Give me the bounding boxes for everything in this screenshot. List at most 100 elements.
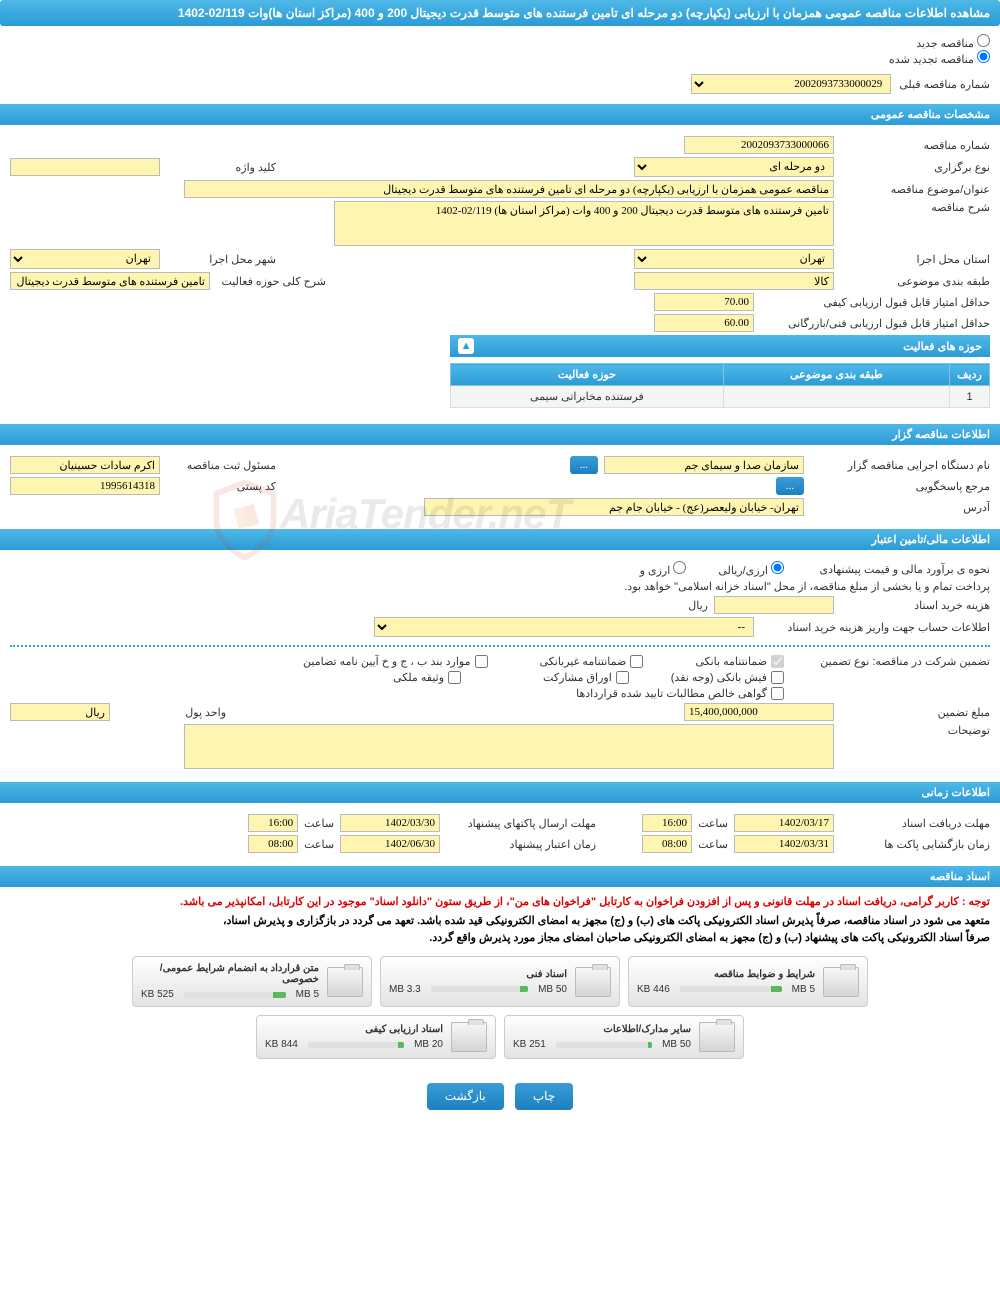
folder-icon (327, 967, 363, 997)
radio-new-tender[interactable]: مناقصه جدید (916, 38, 990, 50)
address-field[interactable] (424, 498, 804, 516)
file-capacity: 20 MB (414, 1039, 443, 1050)
postal-field[interactable] (10, 477, 160, 495)
chk-bank-guarantee[interactable]: ضمانتنامه بانکی (695, 655, 784, 668)
currency-field[interactable] (10, 703, 110, 721)
buy-cost-field[interactable] (714, 596, 834, 614)
radio-currency[interactable]: ارزی و (640, 561, 687, 577)
province-select[interactable]: تهران (634, 249, 834, 269)
file-title: سایر مدارک/اطلاعات (513, 1024, 691, 1035)
file-capacity: 5 MB (296, 989, 319, 1000)
file-card[interactable]: اسناد ارزیابی کیفی 20 MB 844 KB (256, 1015, 496, 1059)
activity-desc-field[interactable] (10, 272, 210, 290)
back-button[interactable]: بازگشت (427, 1083, 504, 1110)
radio-new-label: مناقصه جدید (916, 38, 974, 50)
file-progress-bar (556, 1042, 652, 1048)
proposal-send-label: مهلت ارسال پاکتهای پیشنهاد (446, 817, 596, 830)
class-label: طبقه بندی موضوعی (840, 275, 990, 288)
proposal-send-date[interactable] (340, 814, 440, 832)
collapse-button[interactable]: ▲ (458, 338, 474, 354)
hour-label-1: ساعت (698, 817, 728, 830)
col-class: طبقه بندی موضوعی (723, 364, 949, 386)
prev-tender-select[interactable]: 2002093733000029 (691, 74, 891, 94)
file-size: 3.3 MB (389, 984, 421, 995)
section-financial: اطلاعات مالی/تامین اعتبار (0, 529, 1000, 550)
file-grid: شرایط و ضوابط مناقصه 5 MB 446 KB اسناد ف… (0, 946, 1000, 1069)
tender-no-field[interactable] (684, 136, 834, 154)
guarantee-amount-field[interactable] (684, 703, 834, 721)
table-row: 1 فرستنده مخابراتی سیمی (451, 386, 990, 408)
envelope-open-label: زمان بازگشایی پاکت ها (840, 838, 990, 851)
section-general: مشخصات مناقصه عمومی (0, 104, 1000, 125)
radio-rial[interactable]: ارزی/ریالی (718, 561, 784, 577)
notes-field[interactable] (184, 724, 834, 769)
ref-lookup-button[interactable]: ... (776, 477, 804, 495)
city-select[interactable]: تهران (10, 249, 160, 269)
chk-cash[interactable]: فیش بانکی (وجه نقد) (671, 671, 784, 684)
envelope-open-date[interactable] (734, 835, 834, 853)
doc-receive-time[interactable] (642, 814, 692, 832)
envelope-open-time[interactable] (642, 835, 692, 853)
chk-nonbank-guarantee[interactable]: ضمانتنامه غیربانکی (540, 655, 644, 668)
desc-field[interactable]: تامین فرستنده های متوسط قدرت دیجیتال 200… (334, 201, 834, 246)
account-label: اطلاعات حساب جهت واریز هزینه خرید اسناد (760, 621, 990, 634)
file-card[interactable]: اسناد فنی 50 MB 3.3 MB (380, 956, 620, 1007)
guarantee-label: تضمین شرکت در مناقصه: نوع تضمین (790, 655, 990, 668)
file-card[interactable]: سایر مدارک/اطلاعات 50 MB 251 KB (504, 1015, 744, 1059)
chk-property[interactable]: وثیقه ملکی (393, 671, 461, 684)
file-size: 844 KB (265, 1039, 298, 1050)
folder-icon (451, 1022, 487, 1052)
chk-items[interactable]: موارد بند ب ، ج و خ آیین نامه تضامین (303, 655, 487, 668)
hour-label-4: ساعت (304, 838, 334, 851)
org-lookup-button[interactable]: ... (570, 456, 598, 474)
subject-field[interactable] (184, 180, 834, 198)
section-organizer: اطلاعات مناقصه گزار (0, 424, 1000, 445)
org-label: نام دستگاه اجرایی مناقصه گزار (810, 459, 990, 472)
file-title: شرایط و ضوابط مناقصه (637, 969, 815, 980)
proposal-validity-label: زمان اعتبار پیشنهاد (446, 838, 596, 851)
file-title: اسناد ارزیابی کیفی (265, 1024, 443, 1035)
guarantee-amount-label: مبلغ تضمین (840, 706, 990, 719)
file-card[interactable]: شرایط و ضوابط مناقصه 5 MB 446 KB (628, 956, 868, 1007)
ref-label: مرجع پاسخگویی (810, 480, 990, 493)
province-label: استان محل اجرا (840, 253, 990, 266)
account-select[interactable]: -- (374, 617, 754, 637)
folder-icon (575, 967, 611, 997)
activity-table: ردیف طبقه بندی موضوعی حوزه فعالیت 1 فرست… (450, 363, 990, 408)
doc-note-1: توجه : کاربر گرامی، دریافت اسناد در مهلت… (0, 891, 1000, 912)
chk-claims[interactable]: گواهی خالص مطالبات تایید شده قراردادها (576, 687, 784, 700)
radio-renewed-tender[interactable]: مناقصه تجدید شده (889, 54, 990, 66)
currency-label: واحد پول (116, 706, 226, 719)
activity-desc-label: شرح کلی حوزه فعالیت (216, 275, 326, 288)
page-title: مشاهده اطلاعات مناقصه عمومی همزمان با ار… (0, 0, 1000, 26)
prev-tender-label: شماره مناقصه قبلی (899, 78, 990, 91)
min-quality-field[interactable] (654, 293, 754, 311)
proposal-validity-time[interactable] (248, 835, 298, 853)
min-tech-field[interactable] (654, 314, 754, 332)
postal-label: کد پستی (166, 480, 276, 493)
file-size: 251 KB (513, 1039, 546, 1050)
keyword-label: کلید واژه (166, 161, 276, 174)
section-timing: اطلاعات زمانی (0, 782, 1000, 803)
chk-securities[interactable]: اوراق مشارکت (543, 671, 629, 684)
class-field[interactable] (634, 272, 834, 290)
hour-label-2: ساعت (304, 817, 334, 830)
reg-field[interactable] (10, 456, 160, 474)
proposal-send-time[interactable] (248, 814, 298, 832)
payment-note: پرداخت تمام و یا بخشی از مبلغ مناقصه، از… (624, 580, 990, 593)
min-tech-label: حداقل امتیاز قابل قبول ارزیابی فنی/بازرگ… (760, 317, 990, 330)
proposal-validity-date[interactable] (340, 835, 440, 853)
buy-cost-label: هزینه خرید اسناد (840, 599, 990, 612)
doc-receive-date[interactable] (734, 814, 834, 832)
file-card[interactable]: متن قرارداد به انضمام شرایط عمومی/خصوصی … (132, 956, 372, 1007)
min-quality-label: حداقل امتیاز قابل قبول ارزیابی کیفی (760, 296, 990, 309)
file-title: اسناد فنی (389, 969, 567, 980)
reg-label: مسئول ثبت مناقصه (166, 459, 276, 472)
keyword-field[interactable] (10, 158, 160, 176)
address-label: آدرس (810, 501, 990, 514)
org-field[interactable] (604, 456, 804, 474)
file-capacity: 50 MB (662, 1039, 691, 1050)
type-select[interactable]: دو مرحله ای (634, 157, 834, 177)
notes-label: توضیحات (840, 724, 990, 737)
print-button[interactable]: چاپ (515, 1083, 573, 1110)
